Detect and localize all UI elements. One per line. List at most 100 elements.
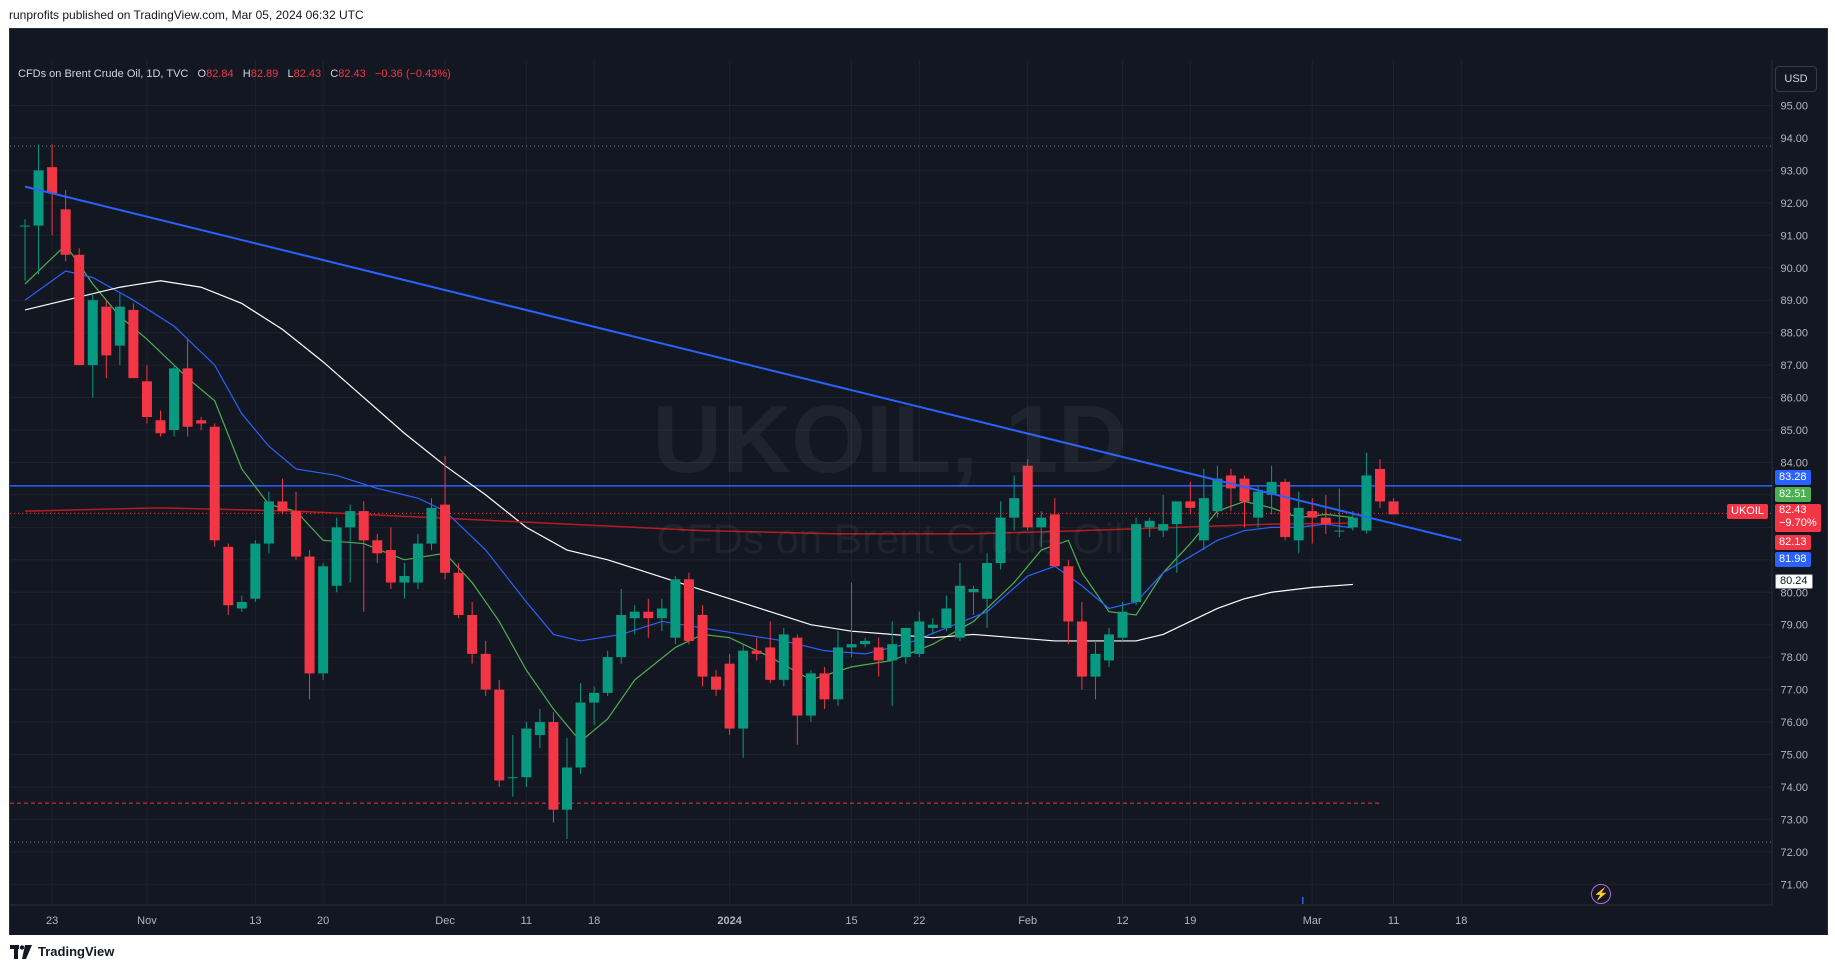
candle-body: [765, 647, 776, 680]
y-tick-label: 86.00: [1780, 393, 1808, 405]
candle-body: [1225, 475, 1236, 489]
y-tick-label: 76.00: [1780, 717, 1808, 729]
candle-body: [304, 556, 315, 674]
candle-body: [1388, 501, 1399, 515]
tag-symbol: UKOIL: [1727, 504, 1769, 519]
legend-c-label: C: [330, 68, 339, 80]
candle-body: [819, 673, 830, 700]
y-tick-label: 91.00: [1780, 230, 1808, 242]
legend-low: 82.43: [293, 68, 322, 80]
x-tick-label: 18: [1455, 915, 1467, 927]
candle-body: [1280, 481, 1291, 538]
legend-high: 82.89: [250, 68, 279, 80]
footer-bar: TradingView: [0, 935, 1835, 969]
chart-frame[interactable]: [9, 28, 1828, 936]
x-tick-label: Nov: [137, 915, 157, 927]
candle-body: [440, 504, 451, 573]
candle-body: [155, 420, 166, 434]
candle-body: [982, 563, 993, 599]
candle-body: [1212, 478, 1223, 512]
candle-body: [914, 621, 925, 654]
candle-body: [697, 614, 708, 677]
watermark-name: CFDs on Brent Crude Oil: [656, 515, 1124, 562]
candle-body: [345, 511, 356, 528]
watermark-ticker: UKOIL, 1D: [652, 386, 1128, 493]
candle-body: [101, 306, 112, 356]
candle-body: [385, 550, 396, 583]
legend-change: −0.36 (−0.43%): [374, 68, 451, 80]
y-tick-label: 77.00: [1780, 685, 1808, 697]
candle-body: [954, 585, 965, 638]
candle-body: [494, 689, 505, 781]
legend-o-label: O: [197, 68, 207, 80]
candle-body: [291, 511, 301, 557]
candle-body: [1144, 520, 1155, 528]
y-tick-label: 79.00: [1780, 620, 1808, 632]
lightning-icon[interactable]: ⚡: [1591, 884, 1611, 904]
candle-body: [250, 543, 261, 599]
candle-body: [480, 653, 491, 690]
candle-body: [453, 572, 464, 615]
candle-body: [1131, 524, 1142, 602]
candle-body: [1361, 475, 1372, 531]
y-tick-label: 72.00: [1780, 847, 1808, 859]
candle-body: [47, 167, 58, 194]
candle-body: [196, 420, 207, 424]
candle-body: [372, 540, 383, 554]
candle-body: [507, 777, 518, 779]
candle-body: [751, 650, 762, 654]
candle-body: [629, 611, 640, 619]
tag-last-price: 82.43 −9.70%: [1775, 504, 1821, 532]
candle-body: [887, 644, 898, 661]
candle-body: [534, 722, 545, 736]
candle-body: [778, 634, 789, 680]
candle-body: [833, 647, 843, 700]
candle-body: [724, 663, 735, 729]
legend-close: 82.43: [338, 68, 366, 80]
candle-body: [128, 309, 139, 379]
candle-body: [995, 517, 1006, 564]
candle-body: [277, 501, 288, 512]
y-tick-label: 95.00: [1780, 101, 1808, 113]
y-tick-label: 85.00: [1780, 425, 1808, 437]
x-tick-label: 20: [317, 915, 329, 927]
candle-body: [616, 614, 627, 658]
x-tick-label: Dec: [435, 915, 455, 927]
candle-body: [87, 300, 98, 366]
candle-body: [1266, 481, 1277, 495]
candle-body: [1117, 611, 1128, 638]
candle-body: [467, 614, 478, 654]
candle-body: [602, 657, 613, 693]
candle-body: [141, 381, 152, 418]
candle-body: [236, 601, 247, 609]
y-tick-label: 80.00: [1780, 587, 1808, 599]
x-tick-label: 19: [1184, 915, 1196, 927]
legend-open: 82.84: [206, 68, 234, 80]
y-tick-label: 87.00: [1780, 360, 1808, 372]
currency-button[interactable]: USD: [1775, 66, 1817, 92]
x-tick-label: 13: [249, 915, 261, 927]
candle-body: [738, 650, 749, 729]
candle-body: [656, 608, 667, 619]
candle-body: [1076, 621, 1087, 677]
ohlc-legend: CFDs on Brent Crude Oil, 1D, TVC O82.84 …: [18, 68, 451, 80]
legend-h-label: H: [242, 68, 251, 80]
candle-body: [1185, 501, 1196, 508]
candle-body: [860, 640, 871, 645]
publisher-text: runprofits published on TradingView.com,…: [9, 8, 364, 22]
y-tick-label: 73.00: [1780, 814, 1808, 826]
candle-body: [182, 368, 193, 427]
candle-body: [562, 767, 572, 810]
candle-body: [331, 527, 342, 586]
tag-red-ma: 82.13: [1775, 535, 1811, 550]
candle-body: [263, 501, 274, 544]
tradingview-brand[interactable]: TradingView: [10, 944, 114, 959]
tag-blue-ma: 81.98: [1775, 552, 1811, 567]
candle-body: [900, 627, 911, 658]
candle-body: [1063, 566, 1074, 622]
candle-body: [1022, 465, 1033, 528]
y-tick-label: 94.00: [1780, 133, 1808, 145]
legend-l-label: L: [287, 68, 294, 80]
candle-body: [209, 426, 220, 541]
